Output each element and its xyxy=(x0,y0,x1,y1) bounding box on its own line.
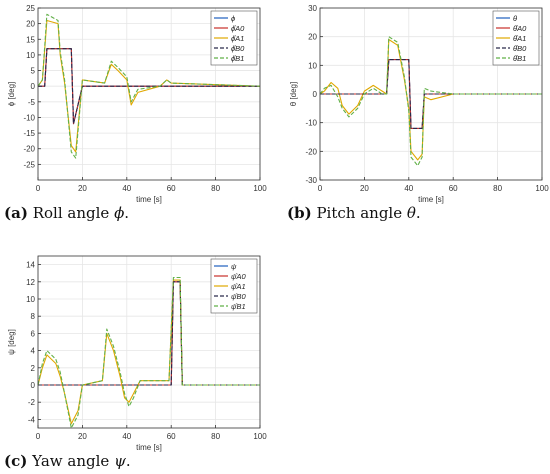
x-tick-label: 80 xyxy=(211,432,220,441)
series-line xyxy=(37,276,260,429)
y-tick-label: -20 xyxy=(23,145,35,154)
legend-entry: ϕ̂A1 xyxy=(231,34,244,43)
y-tick-label: -25 xyxy=(23,160,35,169)
y-tick-label: -10 xyxy=(23,113,35,122)
y-tick-label: -2 xyxy=(28,398,36,407)
x-tick-label: 80 xyxy=(211,184,220,193)
y-tick-label: 0 xyxy=(31,381,36,390)
y-tick-label: 10 xyxy=(308,61,317,70)
y-tick-label: -30 xyxy=(305,176,317,185)
caption-a-symbol: ϕ xyxy=(114,204,125,222)
caption-b: (b) Pitch angle θ. xyxy=(287,204,421,222)
y-tick-label: 0 xyxy=(313,90,318,99)
y-tick-label: 14 xyxy=(26,261,35,270)
y-tick-label: 10 xyxy=(26,51,35,60)
y-tick-label: 15 xyxy=(26,35,35,44)
series-line xyxy=(37,13,261,159)
y-tick-label: -15 xyxy=(23,129,35,138)
caption-b-end: . xyxy=(415,204,421,222)
series-line xyxy=(319,38,542,161)
y-tick-label: 20 xyxy=(26,20,35,29)
x-tick-label: 60 xyxy=(449,184,458,193)
x-tick-label: 20 xyxy=(78,432,87,441)
caption-a-end: . xyxy=(124,204,130,222)
y-tick-label: 25 xyxy=(26,4,35,13)
y-tick-label: 10 xyxy=(26,295,35,304)
x-tick-label: 20 xyxy=(78,184,87,193)
plot-frame xyxy=(37,255,261,429)
x-axis-label: time [s] xyxy=(136,443,162,452)
x-tick-label: 40 xyxy=(122,432,131,441)
y-tick-label: 20 xyxy=(308,33,317,42)
y-tick-label: 8 xyxy=(31,312,36,321)
y-tick-label: 12 xyxy=(26,278,35,287)
y-tick-label: 6 xyxy=(31,329,36,338)
x-tick-label: 100 xyxy=(253,432,267,441)
x-tick-label: 0 xyxy=(36,184,41,193)
y-axis-label: θ [deg] xyxy=(289,82,298,106)
legend-entry: θ xyxy=(513,14,517,23)
series-line xyxy=(319,36,542,167)
y-tick-label: -5 xyxy=(28,98,36,107)
legend-entry: θ̂B0 xyxy=(513,44,527,53)
legend-entry: ϕ̂B1 xyxy=(231,54,244,63)
x-axis-label: time [s] xyxy=(418,195,444,204)
legend-entry: ϕ̂A0 xyxy=(231,24,245,33)
series-line xyxy=(38,48,260,125)
legend-entry: θ̂A1 xyxy=(513,34,526,43)
caption-c-end: . xyxy=(125,452,131,470)
y-tick-label: 30 xyxy=(308,4,317,13)
caption-b-symbol: θ xyxy=(406,204,416,222)
caption-c-text: Yaw angle xyxy=(32,452,110,470)
x-tick-label: 80 xyxy=(493,184,502,193)
caption-a-label: (a) xyxy=(4,204,28,222)
plot-frame xyxy=(319,7,543,181)
legend-entry: ψ̂B0 xyxy=(231,292,246,301)
x-tick-label: 100 xyxy=(535,184,549,193)
caption-c: (c) Yaw angle ψ. xyxy=(4,452,131,470)
y-tick-label: 2 xyxy=(31,364,36,373)
legend-entry: ψ̂B1 xyxy=(231,302,246,311)
caption-b-text: Pitch angle xyxy=(316,204,403,222)
legend-entry: ψ̂A1 xyxy=(231,282,246,291)
y-axis-label: ϕ [deg] xyxy=(7,82,16,107)
y-tick-label: 4 xyxy=(31,347,36,356)
legend-entry: ϕ xyxy=(231,14,235,23)
plot-frame xyxy=(37,7,261,181)
y-axis-label: ψ [deg] xyxy=(7,329,16,355)
y-tick-label: -4 xyxy=(28,415,36,424)
caption-c-symbol: ψ xyxy=(114,452,126,470)
y-tick-label: 0 xyxy=(31,82,36,91)
caption-a-text: Roll angle xyxy=(32,204,110,222)
legend-entry: ψ xyxy=(231,262,237,271)
x-tick-label: 60 xyxy=(167,432,176,441)
legend-entry: θ̂A0 xyxy=(513,24,527,33)
x-tick-label: 60 xyxy=(167,184,176,193)
series-line xyxy=(38,281,260,386)
series-line xyxy=(37,279,260,425)
x-tick-label: 0 xyxy=(36,432,41,441)
caption-b-label: (b) xyxy=(287,204,312,222)
legend-entry: ψ̂A0 xyxy=(231,272,246,281)
caption-c-label: (c) xyxy=(4,452,28,470)
x-tick-label: 100 xyxy=(253,184,267,193)
legend-entry: ϕ̂B0 xyxy=(231,44,245,53)
x-tick-label: 40 xyxy=(404,184,413,193)
x-tick-label: 40 xyxy=(122,184,131,193)
y-tick-label: -10 xyxy=(305,119,317,128)
y-tick-label: -20 xyxy=(305,147,317,156)
caption-a: (a) Roll angle ϕ. xyxy=(4,204,129,222)
x-axis-label: time [s] xyxy=(136,195,162,204)
legend-entry: θ̂B1 xyxy=(513,54,526,63)
x-tick-label: 0 xyxy=(318,184,323,193)
x-tick-label: 20 xyxy=(360,184,369,193)
y-tick-label: 5 xyxy=(31,67,36,76)
roll-angle-chart: 0 20 40 60 80 100 25 20 15 10 5 0 -5 -10 -15 -20 -25 time… xyxy=(7,4,267,204)
